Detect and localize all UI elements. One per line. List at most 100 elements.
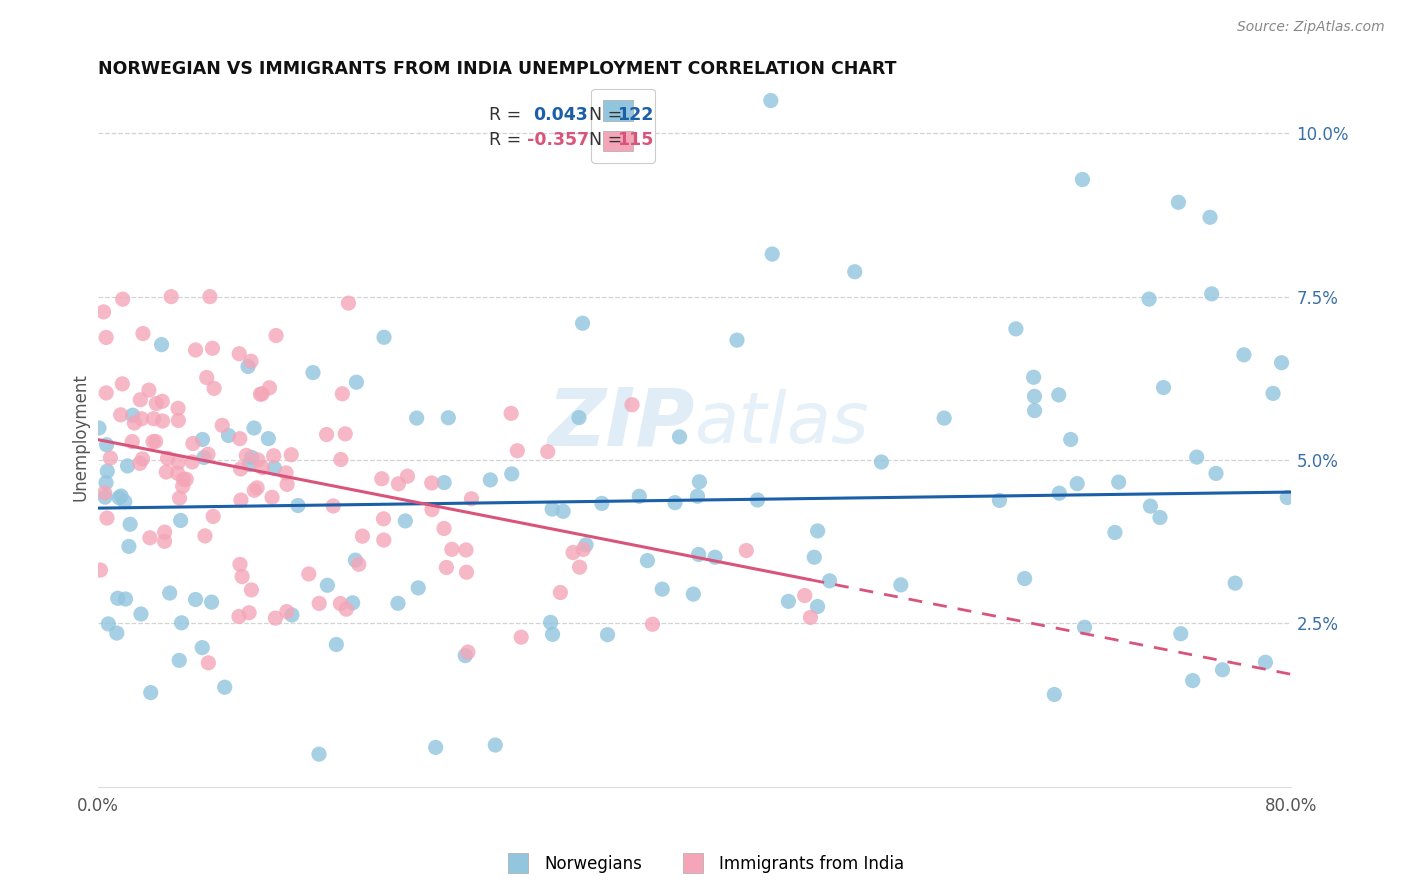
Legend: , : ,	[591, 89, 655, 163]
Point	[329, 597, 352, 611]
Point	[575, 538, 598, 552]
Point	[1108, 475, 1130, 490]
Point	[110, 489, 132, 503]
Point	[799, 610, 821, 624]
Point	[747, 493, 769, 508]
Point	[668, 430, 690, 444]
Text: atlas: atlas	[695, 389, 869, 458]
Point	[287, 499, 309, 513]
Point	[259, 381, 281, 395]
Point	[229, 558, 252, 572]
Point	[591, 496, 613, 510]
Point	[96, 438, 118, 452]
Point	[337, 296, 360, 310]
Point	[1185, 450, 1208, 464]
Point	[114, 494, 136, 508]
Point	[890, 578, 912, 592]
Point	[686, 489, 709, 503]
Point	[150, 337, 173, 351]
Point	[1024, 403, 1046, 417]
Point	[181, 455, 204, 469]
Point	[124, 416, 146, 430]
Point	[550, 585, 572, 599]
Point	[94, 490, 117, 504]
Point	[214, 680, 236, 694]
Point	[229, 493, 252, 508]
Point	[436, 560, 458, 574]
Point	[274, 466, 297, 480]
Point	[688, 475, 710, 489]
Text: -0.357: -0.357	[527, 131, 589, 149]
Point	[1022, 370, 1045, 384]
Point	[257, 432, 280, 446]
Point	[541, 502, 564, 516]
Point	[238, 458, 260, 472]
Point	[537, 444, 560, 458]
Point	[1066, 476, 1088, 491]
Point	[396, 469, 419, 483]
Point	[596, 628, 619, 642]
Point	[437, 410, 460, 425]
Point	[262, 491, 284, 505]
Point	[108, 491, 131, 505]
Point	[167, 413, 190, 427]
Point	[87, 421, 110, 435]
Point	[121, 434, 143, 449]
Point	[107, 591, 129, 606]
Point	[572, 542, 595, 557]
Point	[454, 648, 477, 663]
Point	[94, 475, 117, 490]
Point	[243, 421, 266, 435]
Point	[228, 347, 250, 361]
Point	[387, 596, 409, 610]
Text: N =: N =	[578, 106, 627, 125]
Point	[406, 581, 429, 595]
Point	[1277, 491, 1299, 505]
Point	[174, 472, 197, 486]
Point	[329, 452, 352, 467]
Point	[1261, 386, 1284, 401]
Point	[145, 396, 167, 410]
Point	[235, 449, 257, 463]
Point	[231, 569, 253, 583]
Point	[211, 418, 233, 433]
Point	[316, 578, 339, 592]
Point	[636, 553, 658, 567]
Point	[228, 609, 250, 624]
Point	[456, 566, 478, 580]
Point	[202, 509, 225, 524]
Point	[202, 381, 225, 395]
Point	[568, 560, 591, 574]
Point	[236, 359, 259, 374]
Point	[818, 574, 841, 588]
Point	[1149, 510, 1171, 524]
Point	[844, 265, 866, 279]
Point	[139, 531, 162, 545]
Point	[240, 582, 263, 597]
Point	[170, 615, 193, 630]
Point	[1205, 467, 1227, 481]
Point	[501, 467, 523, 481]
Point	[276, 605, 298, 619]
Point	[806, 599, 828, 614]
Point	[246, 453, 269, 467]
Point	[110, 408, 132, 422]
Point	[114, 592, 136, 607]
Point	[96, 464, 118, 478]
Point	[433, 521, 456, 535]
Text: N =: N =	[578, 131, 627, 149]
Point	[264, 611, 287, 625]
Point	[184, 592, 207, 607]
Point	[501, 406, 523, 420]
Point	[302, 366, 325, 380]
Text: ZIP: ZIP	[547, 384, 695, 462]
Point	[264, 328, 287, 343]
Point	[1073, 620, 1095, 634]
Point	[250, 387, 273, 401]
Point	[1270, 356, 1292, 370]
Point	[93, 305, 115, 319]
Point	[169, 491, 191, 505]
Point	[1005, 322, 1028, 336]
Point	[1047, 486, 1070, 500]
Point	[194, 529, 217, 543]
